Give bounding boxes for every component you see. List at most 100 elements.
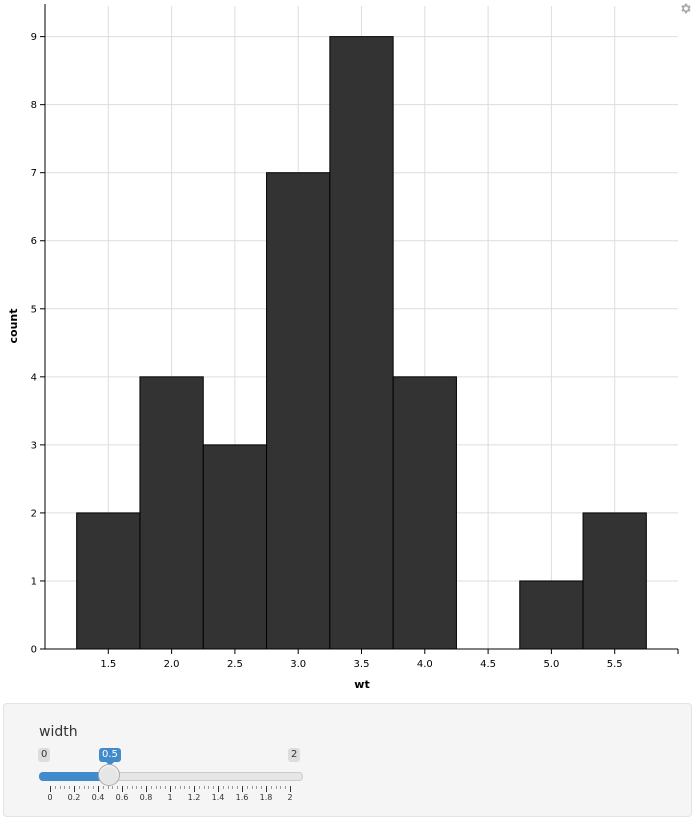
histogram-bar	[266, 172, 331, 650]
slider-grid-minor-tick	[270, 786, 272, 789]
slider-grid-minor-tick	[184, 786, 186, 789]
slider-grid-label: 0.2	[67, 793, 81, 802]
slider-control-panel: width 0 2 0.5 0 0.2 0.4 0.6 0.8 1 1.2 1.4 1.6 1.8…	[3, 703, 692, 817]
slider-grid-label: 1	[167, 793, 173, 802]
slider-grid-minor-tick	[232, 786, 234, 789]
slider-grid-minor-tick	[280, 786, 282, 789]
slider-grid-minor-tick	[174, 786, 176, 789]
slider-grid-minor-tick	[93, 786, 95, 789]
y-tick-label: 3	[31, 440, 37, 451]
x-tick-label: 2.0	[164, 659, 180, 670]
x-tick-label: 5.0	[543, 659, 559, 670]
y-tick-label: 4	[31, 372, 37, 383]
histogram-bar	[582, 512, 647, 650]
y-axis-label: count	[7, 309, 20, 344]
x-tick-label: 5.5	[607, 659, 623, 670]
slider-grid-minor-tick	[107, 786, 109, 789]
axes: 1.5 2.0 2.5 3.0 3.5 4.0 4.5 5.0 5.5 0 1 2 3 4 5 6 7 8 9	[31, 4, 679, 670]
slider-grid-minor-tick	[83, 786, 85, 789]
slider-grid-tick	[170, 786, 171, 792]
y-tick-label: 1	[31, 576, 37, 587]
slider-grid-tick	[266, 786, 267, 792]
slider-grid-minor-tick	[69, 786, 71, 789]
slider-grid-minor-tick	[112, 786, 114, 789]
y-tick-label: 8	[31, 100, 37, 111]
slider-grid-minor-tick	[165, 786, 167, 789]
x-tick-label: 3.5	[354, 659, 370, 670]
slider-grid-minor-tick	[237, 786, 239, 789]
slider-grid-minor-tick	[227, 786, 229, 789]
slider-grid-minor-tick	[131, 786, 133, 789]
y-tick-label: 7	[31, 168, 37, 179]
y-tick-label: 9	[31, 32, 37, 43]
y-tick-label: 5	[31, 304, 37, 315]
slider-grid-tick	[50, 786, 51, 792]
slider-grid-minor-tick	[141, 786, 143, 789]
y-tick-label: 2	[31, 508, 37, 519]
slider-grid-tick	[122, 786, 123, 792]
slider-max-label: 2	[288, 748, 301, 762]
slider-grid-label: 0.4	[91, 793, 105, 802]
slider-grid-minor-tick	[275, 786, 277, 789]
slider-grid-minor-tick	[222, 786, 224, 789]
slider-grid-minor-tick	[160, 786, 162, 789]
slider-grid-minor-tick	[136, 786, 138, 789]
x-tick-label: 1.5	[100, 659, 116, 670]
y-tick-label: 6	[31, 236, 37, 247]
slider-grid-tick	[242, 786, 243, 792]
slider-grid-minor-tick	[150, 786, 152, 789]
slider-grid-label: 0	[47, 793, 53, 802]
y-tick-label: 0	[31, 645, 37, 656]
x-tick-label: 4.5	[480, 659, 496, 670]
slider-grid-tick	[194, 786, 195, 792]
slider-grid-minor-tick	[213, 786, 215, 789]
slider-grid-minor-tick	[64, 786, 66, 789]
slider-grid-label: 1.6	[235, 793, 249, 802]
x-axis-label: wt	[354, 678, 369, 691]
slider-grid-tick	[218, 786, 219, 792]
histogram-bar	[202, 444, 268, 650]
histogram-bar	[329, 36, 394, 650]
histogram-bar	[392, 376, 457, 650]
slider-grid-minor-tick	[256, 786, 258, 789]
histogram-chart: 1.5 2.0 2.5 3.0 3.5 4.0 4.5 5.0 5.5 0 1 2 3 4 5 6 7 8 9 wt…	[7, 4, 679, 691]
x-tick-label: 3.0	[290, 659, 306, 670]
slider-grid-minor-tick	[189, 786, 191, 789]
slider-grid-tick	[146, 786, 147, 792]
slider-grid-minor-tick	[251, 786, 253, 789]
histogram-bar	[76, 512, 141, 650]
slider-grid-label: 0.8	[139, 793, 153, 802]
slider-fill	[39, 772, 110, 781]
slider-grid-minor-tick	[78, 786, 80, 789]
slider-grid-label: 1.2	[187, 793, 201, 802]
slider-grid-minor-tick	[203, 786, 205, 789]
histogram-bar	[519, 580, 584, 650]
slider-grid-label: 0.6	[115, 793, 129, 802]
slider-handle[interactable]	[98, 764, 120, 786]
x-tick-label: 4.0	[417, 659, 433, 670]
histogram-bar	[139, 376, 204, 650]
bars	[76, 36, 647, 650]
slider-grid-minor-tick	[198, 786, 200, 789]
slider-grid-minor-tick	[102, 786, 104, 789]
slider-grid-minor-tick	[208, 786, 210, 789]
slider-label: width	[39, 724, 78, 740]
slider-grid-minor-tick	[126, 786, 128, 789]
x-tick-label: 2.5	[227, 659, 243, 670]
slider-grid-label: 1.8	[259, 793, 273, 802]
slider-grid-label: 2	[287, 793, 293, 802]
slider-grid-minor-tick	[155, 786, 157, 789]
slider-grid-label: 1.4	[211, 793, 225, 802]
slider-min-label: 0	[38, 748, 51, 762]
slider-grid-minor-tick	[246, 786, 248, 789]
slider-grid-minor-tick	[117, 786, 119, 789]
slider-grid-minor-tick	[59, 786, 61, 789]
slider-grid-tick	[98, 786, 99, 792]
slider-grid-minor-tick	[88, 786, 90, 789]
gear-icon[interactable]	[679, 0, 692, 14]
slider-grid-minor-tick	[285, 786, 287, 789]
slider-grid-minor-tick	[54, 786, 56, 789]
slider-value-label: 0.5	[99, 748, 121, 766]
slider-grid-tick	[74, 786, 75, 792]
slider-grid-minor-tick	[261, 786, 263, 789]
